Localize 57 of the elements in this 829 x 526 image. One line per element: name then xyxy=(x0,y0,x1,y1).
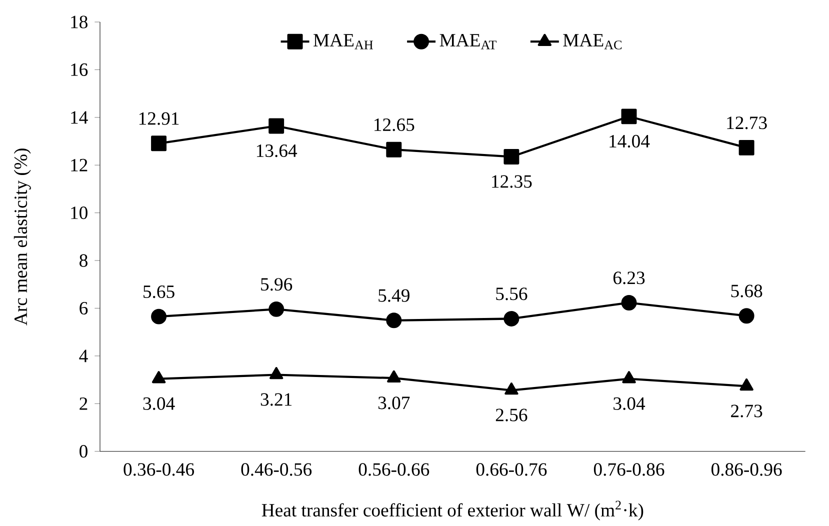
point xyxy=(387,370,401,383)
data-label: 5.65 xyxy=(144,285,174,298)
data-label: 12.91 xyxy=(139,112,179,125)
data-label: 3.21 xyxy=(260,393,292,406)
point xyxy=(738,308,754,324)
data-label: 3.07 xyxy=(378,396,410,410)
data-label: 13.64 xyxy=(256,144,298,158)
data-label: 6.23 xyxy=(613,272,645,284)
data-label: 5.49 xyxy=(378,289,410,302)
legend-label: MAE$_{AC}$ xyxy=(563,34,622,50)
point xyxy=(504,310,520,326)
x-axis-title: Heat transfer coefficient of exterior wall W/ (m$^{2}$·k) xyxy=(262,500,644,520)
data-label: 5.68 xyxy=(731,284,762,298)
point xyxy=(268,118,284,134)
point xyxy=(151,308,167,324)
x-tick-label: 0.56-0.66 xyxy=(358,463,430,476)
x-tick-label: 0.46-0.56 xyxy=(241,463,312,476)
data-label: 3.04 xyxy=(614,397,646,410)
x-tick-label: 0.86-0.96 xyxy=(711,463,782,476)
data-label: 12.73 xyxy=(727,116,767,130)
y-tick-label: 2 xyxy=(80,397,88,410)
y-tick-label: 4 xyxy=(79,350,88,362)
point xyxy=(151,136,167,152)
data-label: 5.96 xyxy=(261,278,292,291)
point xyxy=(268,301,284,317)
y-tick-label: 14 xyxy=(71,111,88,124)
data-label: 5.56 xyxy=(496,288,528,300)
point xyxy=(621,295,637,310)
y-tick-label: 16 xyxy=(71,63,88,76)
data-label: 2.73 xyxy=(731,404,762,418)
data-label: 2.56 xyxy=(496,408,528,422)
y-tick-label: 6 xyxy=(80,302,88,314)
y-axis-title: Arc mean elasticity (%) xyxy=(14,148,31,326)
y-tick-label: 18 xyxy=(71,16,88,28)
point xyxy=(386,142,402,158)
point xyxy=(504,149,520,164)
y-tick-label: 10 xyxy=(71,206,88,220)
data-label: 3.04 xyxy=(143,397,175,410)
data-label: 14.04 xyxy=(610,134,650,148)
legend-label: MAE$_{AH}$ xyxy=(314,34,373,50)
point xyxy=(738,140,754,156)
data-label: 12.65 xyxy=(374,118,414,132)
y-tick-label: 12 xyxy=(71,158,88,172)
y-tick-label: 8 xyxy=(80,254,88,267)
point xyxy=(152,371,166,384)
x-tick-label: 0.76-0.86 xyxy=(594,463,664,476)
x-tick-label: 0.36-0.46 xyxy=(124,463,194,476)
point xyxy=(622,371,636,384)
point xyxy=(621,108,637,124)
x-tick-label: 0.66-0.76 xyxy=(476,463,547,476)
point xyxy=(386,312,402,328)
y-tick-label: 0 xyxy=(80,445,88,458)
point xyxy=(740,378,754,391)
data-label: 12.35 xyxy=(492,175,532,188)
point xyxy=(269,367,284,380)
legend-label: MAE$_{AT}$ xyxy=(440,34,496,50)
point xyxy=(504,382,518,395)
